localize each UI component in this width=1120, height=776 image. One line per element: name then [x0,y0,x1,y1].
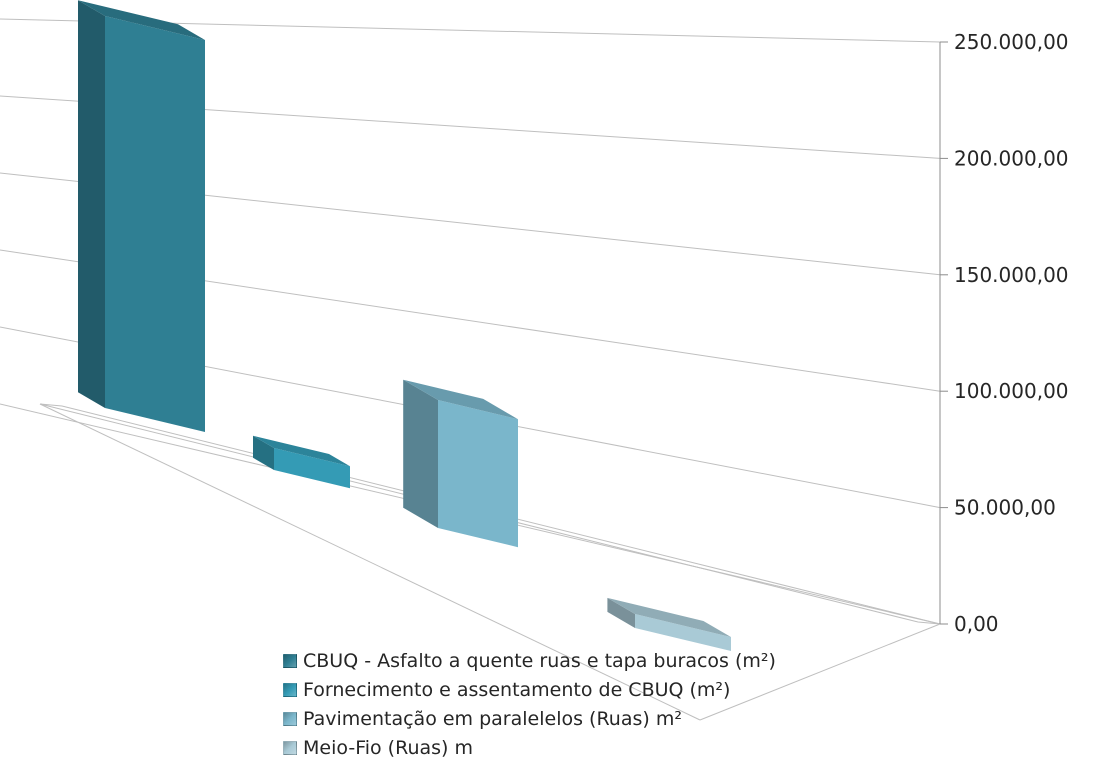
legend-item: Pavimentação em paralelelos (Ruas) m² [283,704,883,733]
bar-side [607,597,635,628]
y-tick-label: 150.000,00 [954,263,1069,287]
legend-label: Fornecimento e assentamento de CBUQ (m²) [303,678,731,701]
y-tick-label: 200.000,00 [954,146,1069,170]
legend-item: CBUQ - Asfalto a quente ruas e tapa bura… [283,646,883,675]
bar-front [438,400,518,548]
legend-swatch-icon [283,682,297,697]
legend-item: Fornecimento e assentamento de CBUQ (m²) [283,675,883,704]
y-tick-label: 250.000,00 [954,30,1069,54]
legend-swatch-icon [283,653,297,668]
bar-side [253,435,274,470]
legend-label: Meio-Fio (Ruas) m [303,736,473,759]
bar-front [105,16,205,432]
bar-top [403,379,518,420]
bar-top [607,597,731,638]
legend-label: CBUQ - Asfalto a quente ruas e tapa bura… [303,649,776,672]
legend-item: Meio-Fio (Ruas) m [283,733,883,762]
y-tick-label: 0,00 [954,612,999,636]
floor-edge [39,403,701,721]
legend-label: Pavimentação em paralelelos (Ruas) m² [303,707,682,730]
y-tick-label: 100.000,00 [954,379,1069,403]
legend-swatch-icon [283,740,297,755]
bar-front [635,614,731,652]
legend-swatch-icon [283,711,297,726]
bar-side [78,0,105,408]
y-axis: 0,00 50.000,00 100.000,00 150.000,00 200.000… [939,30,1069,636]
y-tick-label: 50.000,00 [954,496,1056,520]
legend: CBUQ - Asfalto a quente ruas e tapa bura… [283,646,883,762]
floor-edge [699,623,941,721]
bars [78,0,731,652]
bar-top [253,435,350,467]
bar-front [274,448,350,489]
bar-top [78,0,205,40]
bar-side [403,379,438,528]
